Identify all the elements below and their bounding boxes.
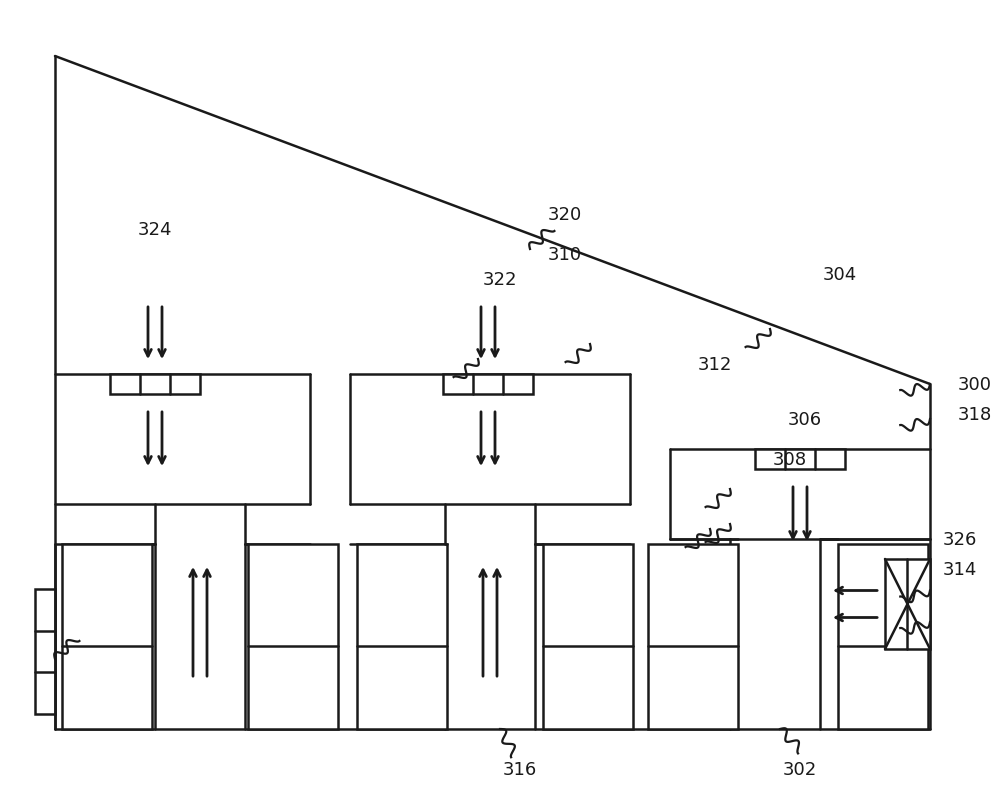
Text: 320: 320 <box>548 206 582 224</box>
Bar <box>357 544 447 729</box>
Bar <box>885 560 930 649</box>
Text: 304: 304 <box>823 266 857 284</box>
Text: 316: 316 <box>503 760 537 778</box>
Text: 318: 318 <box>958 406 992 423</box>
Bar <box>62 544 152 729</box>
Text: 306: 306 <box>788 410 822 428</box>
Bar <box>443 375 533 394</box>
Bar <box>110 375 200 394</box>
Bar <box>248 544 338 729</box>
Text: 326: 326 <box>943 530 977 548</box>
Text: 312: 312 <box>698 355 732 374</box>
Text: 310: 310 <box>548 246 582 264</box>
Text: 302: 302 <box>783 760 817 778</box>
Bar <box>755 449 845 470</box>
Bar <box>543 544 633 729</box>
Text: 324: 324 <box>138 221 172 238</box>
Text: 300: 300 <box>958 375 992 393</box>
Bar <box>838 544 928 729</box>
Bar <box>648 544 738 729</box>
Text: 314: 314 <box>943 560 977 578</box>
Bar <box>35 590 55 714</box>
Text: 322: 322 <box>483 271 517 289</box>
Text: 308: 308 <box>773 450 807 469</box>
